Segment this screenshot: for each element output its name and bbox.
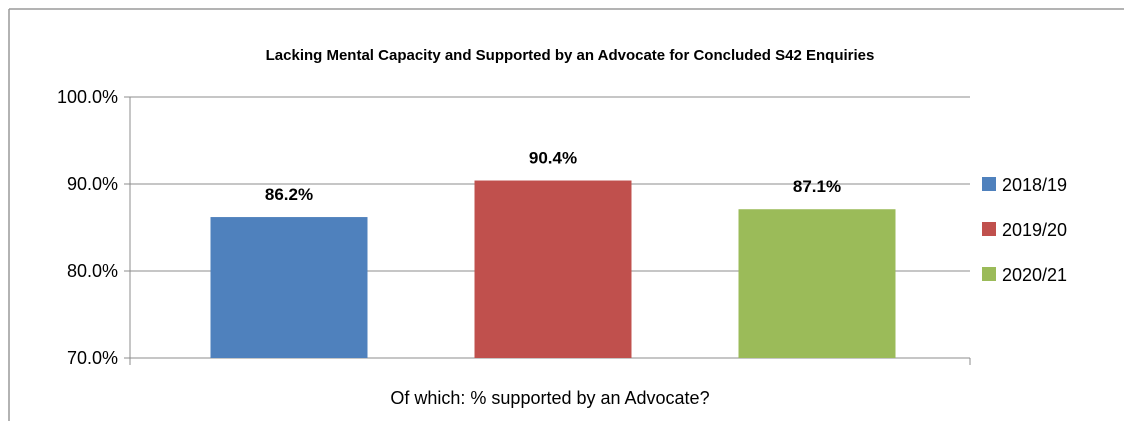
bar	[210, 217, 368, 358]
bar	[738, 209, 896, 358]
y-tick-label: 100.0%	[57, 87, 118, 107]
legend-swatch	[982, 222, 996, 236]
legend-label: 2019/20	[1002, 220, 1067, 240]
bar	[474, 180, 632, 358]
legend-label: 2018/19	[1002, 175, 1067, 195]
legend-label: 2020/21	[1002, 265, 1067, 285]
y-axis: 70.0% 80.0% 90.0% 100.0%	[57, 87, 971, 368]
y-tick-label: 90.0%	[67, 174, 118, 194]
bar-data-label: 86.2%	[265, 185, 313, 204]
chart-title: Lacking Mental Capacity and Supported by…	[266, 47, 875, 64]
legend-swatch	[982, 177, 996, 191]
y-tick-label: 80.0%	[67, 261, 118, 281]
bar-data-label: 87.1%	[793, 177, 841, 196]
data-labels: 86.2% 90.4% 87.1%	[265, 149, 841, 205]
bar-data-label: 90.4%	[529, 149, 577, 168]
bars	[210, 180, 896, 358]
legend-swatch	[982, 267, 996, 281]
legend: 2018/19 2019/20 2020/21	[982, 175, 1067, 285]
x-axis-label: Of which: % supported by an Advocate?	[390, 388, 709, 408]
y-tick-label: 70.0%	[67, 348, 118, 368]
